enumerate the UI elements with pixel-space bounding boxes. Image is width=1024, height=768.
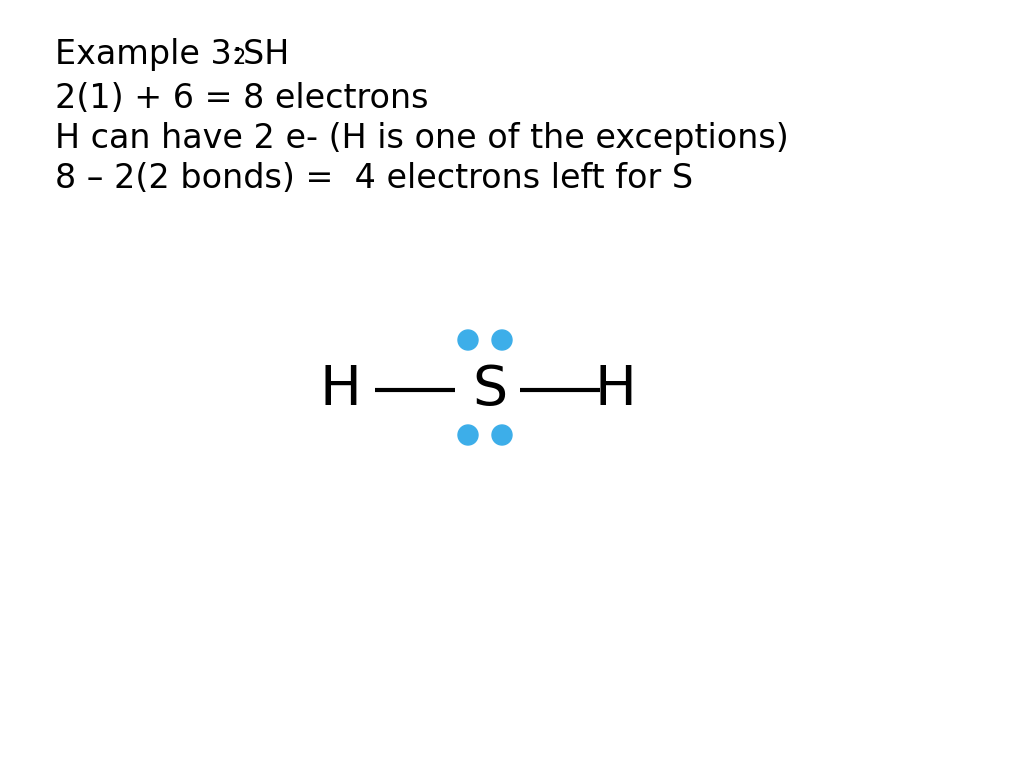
- Text: 8 – 2(2 bonds) =  4 electrons left for S: 8 – 2(2 bonds) = 4 electrons left for S: [55, 162, 693, 195]
- Text: Example 3:  H: Example 3: H: [55, 38, 289, 71]
- Circle shape: [492, 330, 512, 350]
- Text: 2(1) + 6 = 8 electrons: 2(1) + 6 = 8 electrons: [55, 82, 428, 115]
- Circle shape: [458, 330, 478, 350]
- Text: H: H: [594, 363, 636, 417]
- Text: H can have 2 e- (H is one of the exceptions): H can have 2 e- (H is one of the excepti…: [55, 122, 788, 155]
- Text: S: S: [243, 38, 264, 71]
- Text: H: H: [319, 363, 360, 417]
- Text: 2: 2: [232, 48, 246, 68]
- Text: S: S: [472, 363, 508, 417]
- Circle shape: [458, 425, 478, 445]
- Circle shape: [492, 425, 512, 445]
